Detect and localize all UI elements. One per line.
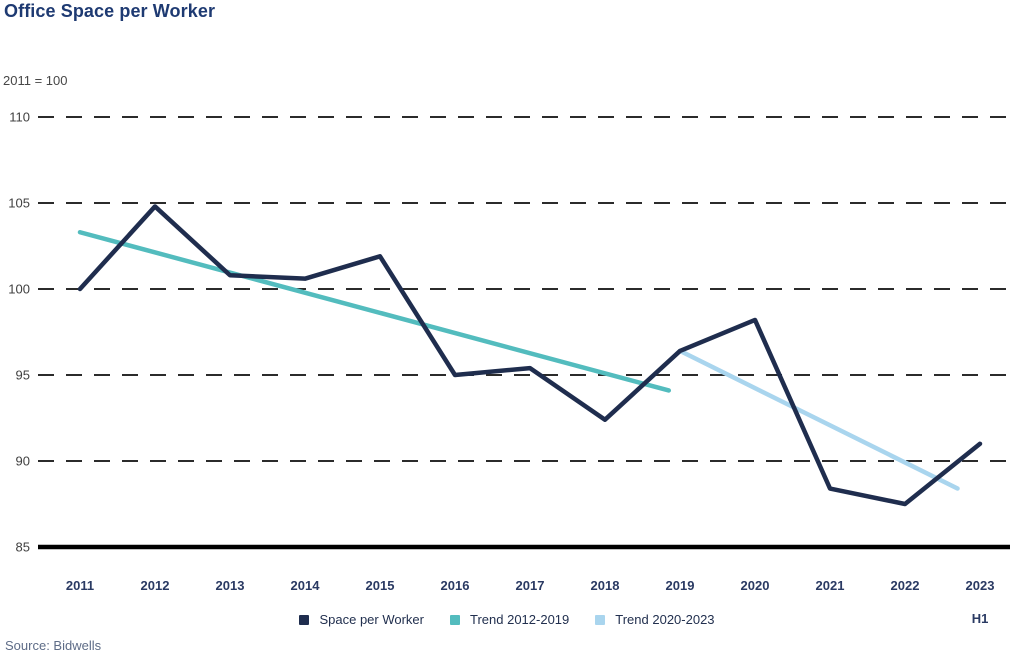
x-axis-label-2018: 2018 — [591, 578, 620, 593]
legend-label-space-per-worker: Space per Worker — [319, 612, 424, 627]
index-base-note: 2011 = 100 — [3, 73, 68, 88]
legend-swatch-space-per-worker — [299, 614, 310, 625]
x-axis-label-2023: 2023 — [966, 578, 995, 593]
legend-item-trend-2012-2019: Trend 2012-2019 — [450, 612, 569, 627]
y-axis-tick-label-110: 110 — [9, 110, 30, 125]
x-axis-label-2011: 2011 — [66, 578, 94, 593]
legend-label-trend-2020-2023: Trend 2020-2023 — [615, 612, 715, 627]
legend-swatch-trend-2020-2023 — [595, 614, 606, 625]
y-axis-tick-label-85: 85 — [16, 540, 30, 555]
legend-label-trend-2012-2019: Trend 2012-2019 — [470, 612, 570, 627]
y-axis-tick-label-90: 90 — [16, 454, 30, 469]
x-axis-label-2013: 2013 — [216, 578, 245, 593]
chart-title: Office Space per Worker — [4, 1, 216, 21]
x-axis-label-2012: 2012 — [141, 578, 170, 593]
legend-item-space-per-worker: Space per Worker — [299, 612, 424, 627]
legend: Space per Worker Trend 2012-2019 Trend 2… — [0, 612, 1014, 627]
x-axis-label-2016: 2016 — [441, 578, 470, 593]
trend-2020-2023-line — [677, 348, 960, 491]
y-axis-tick-label-95: 95 — [16, 368, 30, 383]
x-axis-label-2017: 2017 — [516, 578, 545, 593]
source-note: Source: Bidwells — [5, 638, 102, 653]
x-axis-label-2014: 2014 — [291, 578, 321, 593]
x-axis-label-2022: 2022 — [891, 578, 920, 593]
x-axis-label-2021: 2021 — [816, 578, 845, 593]
x-axis-label-2020: 2020 — [741, 578, 770, 593]
x-axis-sublabel-h1: H1 — [972, 611, 989, 626]
legend-item-trend-2020-2023: Trend 2020-2023 — [595, 612, 715, 627]
y-axis-tick-label-105: 105 — [8, 196, 30, 211]
trend-2012-2019-line — [77, 229, 671, 393]
x-axis-label-2019: 2019 — [666, 578, 695, 593]
x-axis-label-2015: 2015 — [366, 578, 395, 593]
legend-swatch-trend-2012-2019 — [450, 614, 460, 625]
space-per-worker-line — [77, 204, 983, 507]
y-axis-tick-label-100: 100 — [8, 282, 30, 297]
